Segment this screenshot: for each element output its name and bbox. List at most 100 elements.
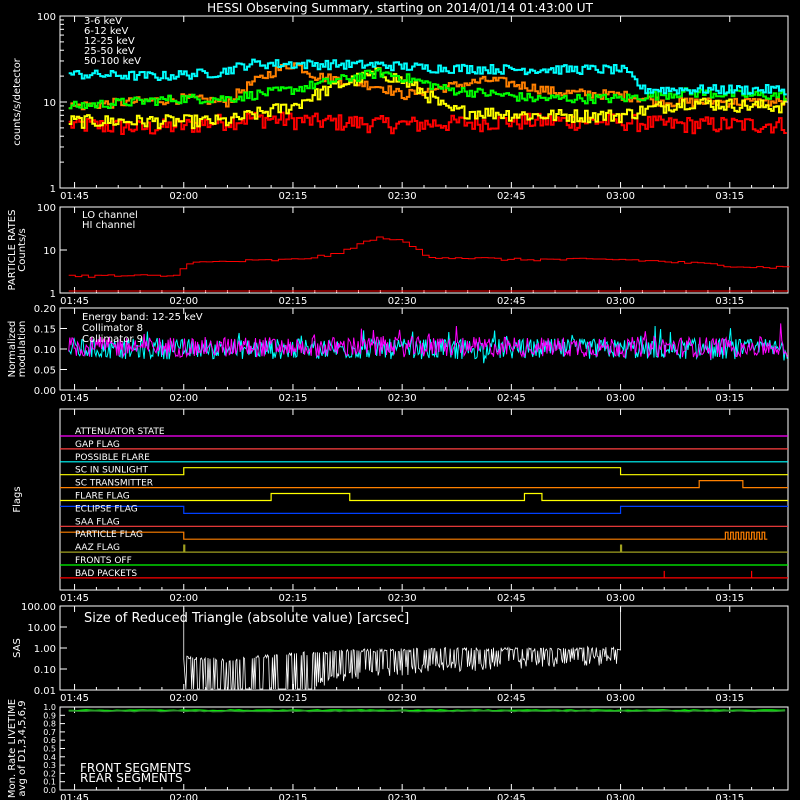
- flags-ylabel: Flags: [12, 486, 23, 512]
- particle-ytick-label: 10: [43, 246, 56, 257]
- sas-ytick-label: 0.01: [34, 686, 56, 697]
- particle_rates-xtick-label: 02:45: [497, 296, 526, 307]
- livetime-ytick-label: 0.6: [43, 736, 56, 745]
- lightcurves-xtick-label: 01:45: [60, 191, 89, 202]
- flag-label: GAP FLAG: [75, 440, 120, 450]
- flag-line: [60, 570, 788, 579]
- livetime-ytick-label: 0.5: [43, 745, 56, 754]
- modulation-ytick-label: 0.10: [34, 345, 56, 356]
- modulation-ytick-label: 0.05: [34, 366, 56, 377]
- livetime-ytick-label: 0.7: [43, 728, 56, 737]
- series-line-25-50-keV: [68, 68, 787, 110]
- lightcurves-xtick-label: 02:30: [388, 191, 417, 202]
- flag-label: ATTENUATOR STATE: [75, 427, 165, 437]
- lightcurves-ylabel: counts/s/detector: [12, 57, 23, 145]
- flag-line: [60, 467, 788, 476]
- legend-entry: LO channel: [82, 210, 138, 221]
- modulation-xtick-label: 03:00: [606, 393, 635, 404]
- flag-line: [60, 492, 788, 502]
- particle-ytick-label: 1: [50, 289, 56, 300]
- series-line-12-25-keV: [68, 67, 787, 130]
- series-line-sas: [183, 608, 621, 690]
- particle_rates-xtick-label: 02:15: [279, 296, 308, 307]
- lightcurves-xtick-label: 02:15: [279, 191, 308, 202]
- flag-label: FLARE FLAG: [75, 492, 130, 502]
- livetime-xtick-label: 03:15: [715, 793, 744, 800]
- livetime-xtick-label: 03:00: [606, 793, 635, 800]
- livetime-ytick-label: 0.3: [43, 761, 56, 770]
- particle_rates-xtick-label: 03:15: [715, 296, 744, 307]
- livetime-ytick-label: 0.1: [43, 778, 56, 787]
- modulation-ylabel: modulation: [17, 321, 28, 378]
- panels: 01:45 02:00 02:15 02:30 02:45 03:00 03:15 1 10 10…: [7, 12, 790, 800]
- flag-line: [60, 544, 788, 553]
- livetime-ytick-label: 0.9: [43, 711, 56, 720]
- sas-xtick-label: 01:45: [60, 693, 89, 704]
- lightcurves-xtick-label: 02:45: [497, 191, 526, 202]
- modulation-ytick-label: 0.20: [34, 304, 56, 315]
- modulation-ytick-label: 0.15: [34, 325, 56, 336]
- flag-label: BAD PACKETS: [75, 569, 137, 579]
- lightcurves-xtick-label: 03:00: [606, 191, 635, 202]
- livetime-ytick-label: 0.2: [43, 769, 56, 778]
- sas-xtick-label: 02:45: [497, 693, 526, 704]
- flag-label: SAA FLAG: [75, 517, 120, 527]
- sas-ylabel: SAS: [12, 638, 23, 658]
- flags-xtick-label: 01:45: [60, 593, 89, 604]
- modulation-ytick-label: 0.00: [34, 386, 56, 397]
- particle_rates-xtick-label: 02:00: [169, 296, 198, 307]
- livetime-ytick-label: 0.0: [43, 786, 56, 795]
- series-line-REAR-SEGMENTS: [68, 709, 786, 713]
- legend-entry: HI channel: [82, 220, 135, 231]
- legend-entry: Collimator 8: [82, 323, 143, 334]
- flags-xtick-label: 03:00: [606, 593, 635, 604]
- legend-entry: 3-6 keV: [84, 16, 122, 27]
- legend-entry: Collimator 9: [82, 334, 143, 345]
- flag-label: POSSIBLE FLARE: [75, 453, 150, 463]
- flags-xtick-label: 02:30: [388, 593, 417, 604]
- flag-label: FRONTS OFF: [75, 556, 132, 566]
- modulation-xtick-label: 02:00: [169, 393, 198, 404]
- sas-xtick-label: 03:00: [606, 693, 635, 704]
- flags-xtick-label: 03:15: [715, 593, 744, 604]
- livetime-xtick-label: 01:45: [60, 793, 89, 800]
- particle_rates-xtick-label: 01:45: [60, 296, 89, 307]
- modulation-xtick-label: 02:45: [497, 393, 526, 404]
- modulation-xtick-label: 03:15: [715, 393, 744, 404]
- particle_rates-ylabel: PARTICLE RATES: [7, 210, 18, 291]
- livetime-xtick-label: 02:30: [388, 793, 417, 800]
- series-line-Collimator-8: [68, 325, 788, 364]
- lightcurves-ytick-label: 100: [37, 12, 56, 23]
- livetime-ylabel: Mon. Rate LIVETIME: [7, 699, 18, 798]
- flag-label: AAZ FLAG: [75, 543, 120, 553]
- livetime-xtick-label: 02:15: [279, 793, 308, 800]
- modulation-annotation: Energy band: 12-25 keV: [82, 312, 203, 323]
- series-line-Collimator-9: [68, 323, 788, 360]
- sas-ytick-label: 10.00: [27, 623, 56, 634]
- sas-xtick-label: 02:30: [388, 693, 417, 704]
- sas-xtick-label: 02:00: [169, 693, 198, 704]
- flags-xtick-label: 02:15: [279, 593, 308, 604]
- modulation-ylabel: Normalized: [7, 321, 18, 378]
- series-line-3-6-keV: [68, 111, 787, 135]
- sas-annotation: Size of Reduced Triangle (absolute value…: [84, 611, 409, 626]
- flag-label: SC IN SUNLIGHT: [75, 466, 149, 476]
- lightcurves-xtick-label: 03:15: [715, 191, 744, 202]
- flag-label: SC TRANSMITTER: [75, 479, 153, 489]
- series-line-LO-channel: [68, 236, 790, 278]
- flags-xtick-label: 02:00: [169, 593, 198, 604]
- flag-label: PARTICLE FLAG: [75, 530, 143, 540]
- flags-xtick-label: 02:45: [497, 593, 526, 604]
- flag-label: ECLIPSE FLAG: [75, 504, 138, 514]
- livetime-xtick-label: 02:00: [169, 793, 198, 800]
- legend-entry: 50-100 keV: [84, 56, 141, 67]
- particle-ytick-label: 100: [37, 203, 56, 214]
- legend-entry: REAR SEGMENTS: [80, 771, 183, 785]
- livetime-ylabel: avg of D1,3,4,5,6,9: [17, 700, 28, 796]
- flag-line: [60, 505, 788, 514]
- particle_rates-ylabel: Counts/s: [17, 228, 28, 272]
- legend-entry: 12-25 keV: [84, 36, 135, 47]
- particle_rates-xtick-label: 03:00: [606, 296, 635, 307]
- particle_rates-xtick-label: 02:30: [388, 296, 417, 307]
